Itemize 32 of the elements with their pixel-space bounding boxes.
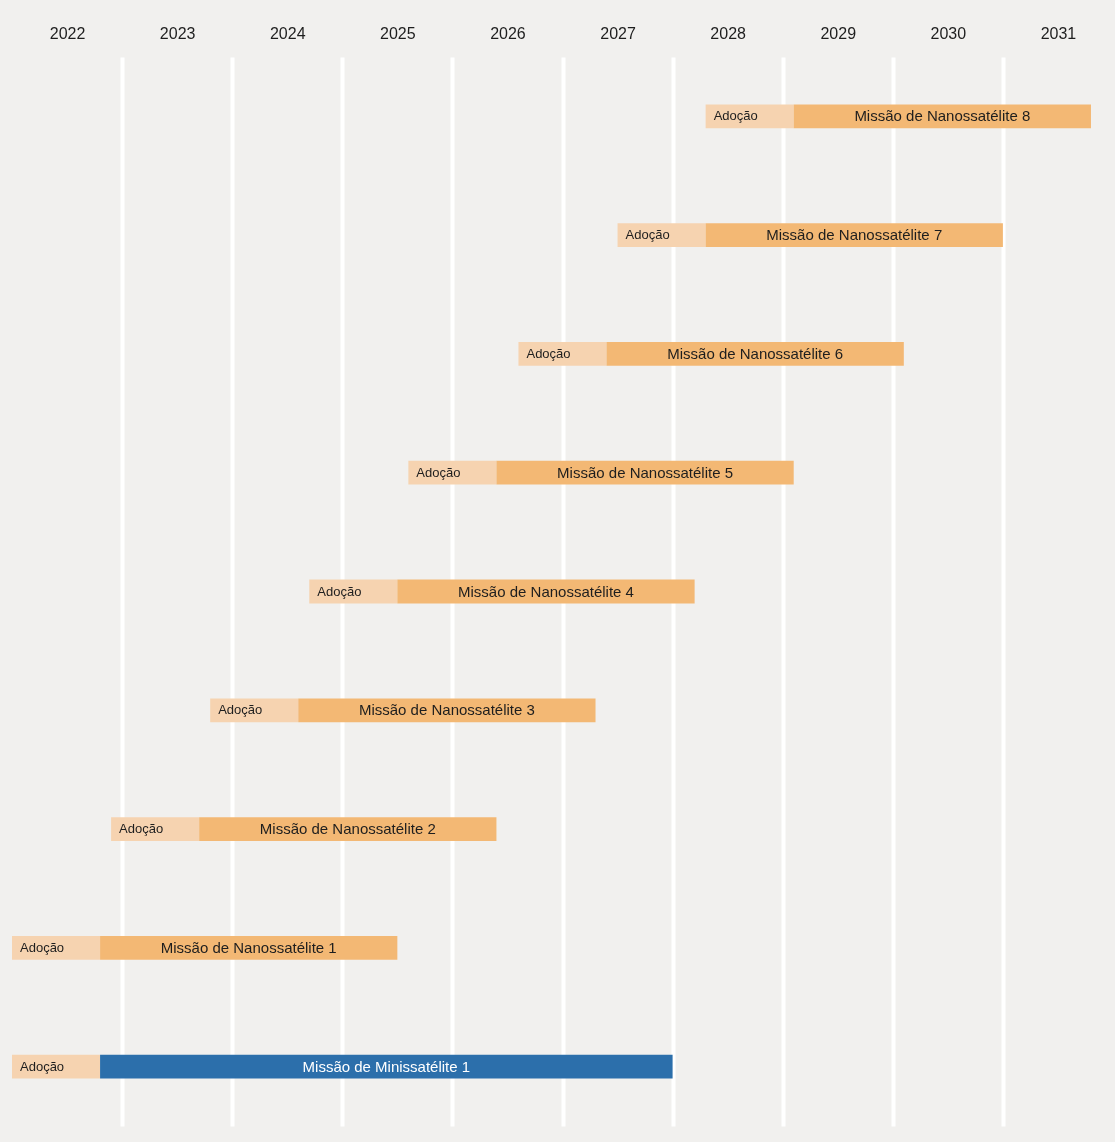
x-tick-label: 2030 xyxy=(930,24,967,42)
bar xyxy=(12,935,101,960)
text: Adoção xyxy=(713,108,758,124)
y-tick-label: Missão de Nanossatélite 3 xyxy=(358,701,535,719)
y-tick-label: Missão de Nanossatélite 5 xyxy=(557,463,734,481)
text: Adoção xyxy=(218,702,263,718)
x-tick-label: 2023 xyxy=(159,24,196,42)
y-tick-label: Missão de Nanossatélite 4 xyxy=(458,582,634,600)
x-tick-label: 2028 xyxy=(710,24,747,42)
y-tick-label: Missão de Minissatélite 1 xyxy=(302,1057,471,1075)
text: Adoção xyxy=(416,464,461,480)
text: Adoção xyxy=(625,227,670,243)
x-tick-label: 2026 xyxy=(490,24,526,42)
bar xyxy=(111,817,200,841)
text: Adoção xyxy=(317,583,362,599)
text: Adoção xyxy=(20,1058,65,1074)
y-tick-label: Missão de Nanossatélite 7 xyxy=(766,226,943,244)
bar xyxy=(518,342,607,366)
y-tick-label: Missão de Nanossatélite 1 xyxy=(160,938,337,956)
x-tick-label: 2031 xyxy=(1040,24,1077,42)
x-tick-label: 2025 xyxy=(380,24,416,42)
y-tick-label: Missão de Nanossatélite 6 xyxy=(667,344,844,362)
x-tick-label: 2024 xyxy=(269,24,306,42)
series-label: Adoção xyxy=(526,345,571,361)
bar xyxy=(100,1054,673,1079)
x-tick-label: 2029 xyxy=(820,24,857,42)
x-tick-label: 2027 xyxy=(600,24,636,42)
y-tick-label: Missão de Nanossatélite 8 xyxy=(854,107,1031,125)
text: Adoção xyxy=(20,939,65,955)
x-tick-label: 2022 xyxy=(49,24,86,42)
text: Adoção xyxy=(119,821,164,837)
y-tick-label: Missão de Nanossatélite 2 xyxy=(259,820,436,838)
